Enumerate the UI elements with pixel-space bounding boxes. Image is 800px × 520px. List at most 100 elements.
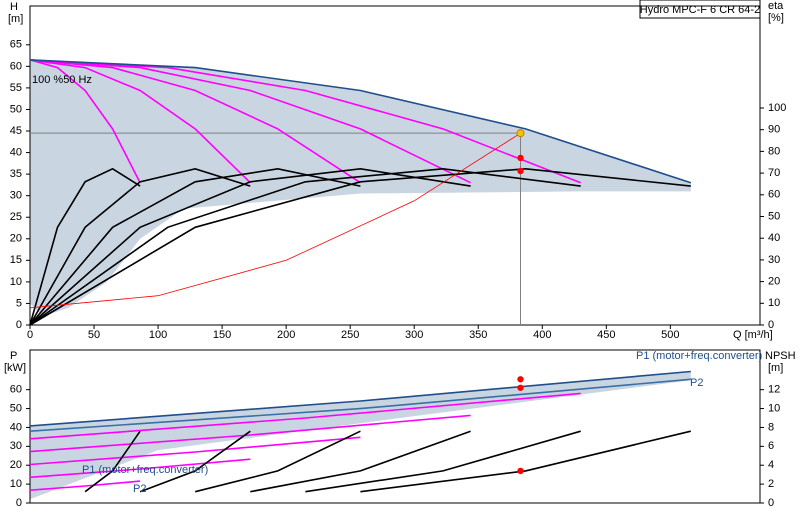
curve <box>29 436 361 466</box>
operating-marker <box>517 167 524 175</box>
y2-tick-label: 6 <box>768 440 774 452</box>
y2-tick-label: 40 <box>768 232 780 244</box>
operating-marker <box>517 467 524 475</box>
curve <box>29 59 361 184</box>
y-tick-label: 15 <box>10 254 22 266</box>
y2-tick-label: 12 <box>768 384 780 396</box>
y-axis-unit: [m] <box>8 13 23 25</box>
annotation: 100 %50 Hz <box>32 74 92 86</box>
curve <box>250 430 471 493</box>
curve <box>29 59 692 184</box>
curve <box>29 59 581 184</box>
y2-axis-label: eta <box>768 0 784 12</box>
y-tick-label: 10 <box>10 478 22 490</box>
y-tick-label: 20 <box>10 459 22 471</box>
chart-title: Hydro MPC-F 6 CR 64-2 <box>640 4 760 16</box>
y2-tick-label: 0 <box>768 497 774 509</box>
y-axis-label: P <box>10 350 17 362</box>
curve <box>84 430 141 493</box>
curve <box>29 167 691 326</box>
x-tick-label: 50 <box>88 329 100 341</box>
x-tick-label: 200 <box>277 329 295 341</box>
annotation: P2 <box>690 377 703 389</box>
y2-tick-label: 90 <box>768 124 780 136</box>
y-tick-label: 30 <box>10 190 22 202</box>
curve <box>195 430 361 493</box>
x-tick-label: 150 <box>213 329 231 341</box>
y2-tick-label: 8 <box>768 421 774 433</box>
y-tick-label: 0 <box>16 319 22 331</box>
y-tick-label: 5 <box>16 297 22 309</box>
plot-frame <box>29 5 761 326</box>
y-tick-label: 45 <box>10 125 22 137</box>
y2-tick-label: 70 <box>768 167 780 179</box>
y-tick-label: 0 <box>16 497 22 509</box>
x-axis-label: Q [m³/h] <box>733 329 773 341</box>
y2-tick-label: 2 <box>768 478 774 490</box>
y-tick-label: 60 <box>10 384 22 396</box>
y-tick-label: 50 <box>10 402 22 414</box>
y-axis-unit: [kW] <box>4 362 26 374</box>
x-tick-label: 500 <box>661 329 679 341</box>
x-tick-label: 400 <box>533 329 551 341</box>
y2-tick-label: 80 <box>768 145 780 157</box>
y-tick-label: 55 <box>10 82 22 94</box>
operating-marker <box>517 376 524 383</box>
curve <box>29 167 251 326</box>
y-tick-label: 10 <box>10 276 22 288</box>
y2-tick-label: 10 <box>768 297 780 309</box>
curve <box>29 458 251 479</box>
curve <box>29 59 471 184</box>
y-tick-label: 20 <box>10 233 22 245</box>
x-tick-label: 300 <box>405 329 423 341</box>
x-tick-label: 450 <box>597 329 615 341</box>
curve <box>29 370 691 427</box>
plot-frame <box>29 349 761 504</box>
curve <box>29 132 521 309</box>
y-tick-label: 40 <box>10 146 22 158</box>
operating-marker <box>517 384 524 391</box>
operating-marker <box>517 154 524 162</box>
curve <box>305 430 581 493</box>
x-tick-label: 0 <box>27 329 33 341</box>
x-tick-label: 350 <box>469 329 487 341</box>
operating-area <box>30 371 691 500</box>
operating-area <box>30 59 691 317</box>
y2-tick-label: 20 <box>768 276 780 288</box>
duty-point <box>516 129 525 138</box>
y2-tick-label: 50 <box>768 210 780 222</box>
curve <box>29 167 471 326</box>
annotation: P1 (motor+freq.converter) <box>82 464 208 476</box>
y-tick-label: 25 <box>10 211 22 223</box>
curve <box>29 392 581 440</box>
curve <box>29 378 691 432</box>
annotation: P2 <box>133 483 146 495</box>
y2-tick-label: 30 <box>768 254 780 266</box>
curve <box>29 59 251 184</box>
y-tick-label: 65 <box>10 39 22 51</box>
y-tick-label: 60 <box>10 60 22 72</box>
curve <box>29 480 141 491</box>
y-tick-label: 30 <box>10 440 22 452</box>
curve <box>29 59 141 184</box>
curve <box>29 167 141 326</box>
curve <box>29 414 471 453</box>
y-tick-label: 35 <box>10 168 22 180</box>
annotation: P1 (motor+freq.converter) <box>636 350 762 362</box>
x-tick-label: 100 <box>149 329 167 341</box>
curve <box>139 430 251 493</box>
curve <box>29 167 581 326</box>
y2-axis-unit: [m] <box>768 362 783 374</box>
y-axis-label: H <box>10 1 18 13</box>
y2-tick-label: 100 <box>768 102 786 114</box>
y-tick-label: 40 <box>10 421 22 433</box>
x-tick-label: 250 <box>341 329 359 341</box>
y-tick-label: 50 <box>10 103 22 115</box>
y2-axis-label: NPSH <box>765 350 796 362</box>
y2-axis-unit: [%] <box>768 12 784 24</box>
y2-tick-label: 60 <box>768 189 780 201</box>
curve <box>360 430 691 493</box>
y2-tick-label: 10 <box>768 402 780 414</box>
y2-tick-label: 0 <box>768 319 774 331</box>
